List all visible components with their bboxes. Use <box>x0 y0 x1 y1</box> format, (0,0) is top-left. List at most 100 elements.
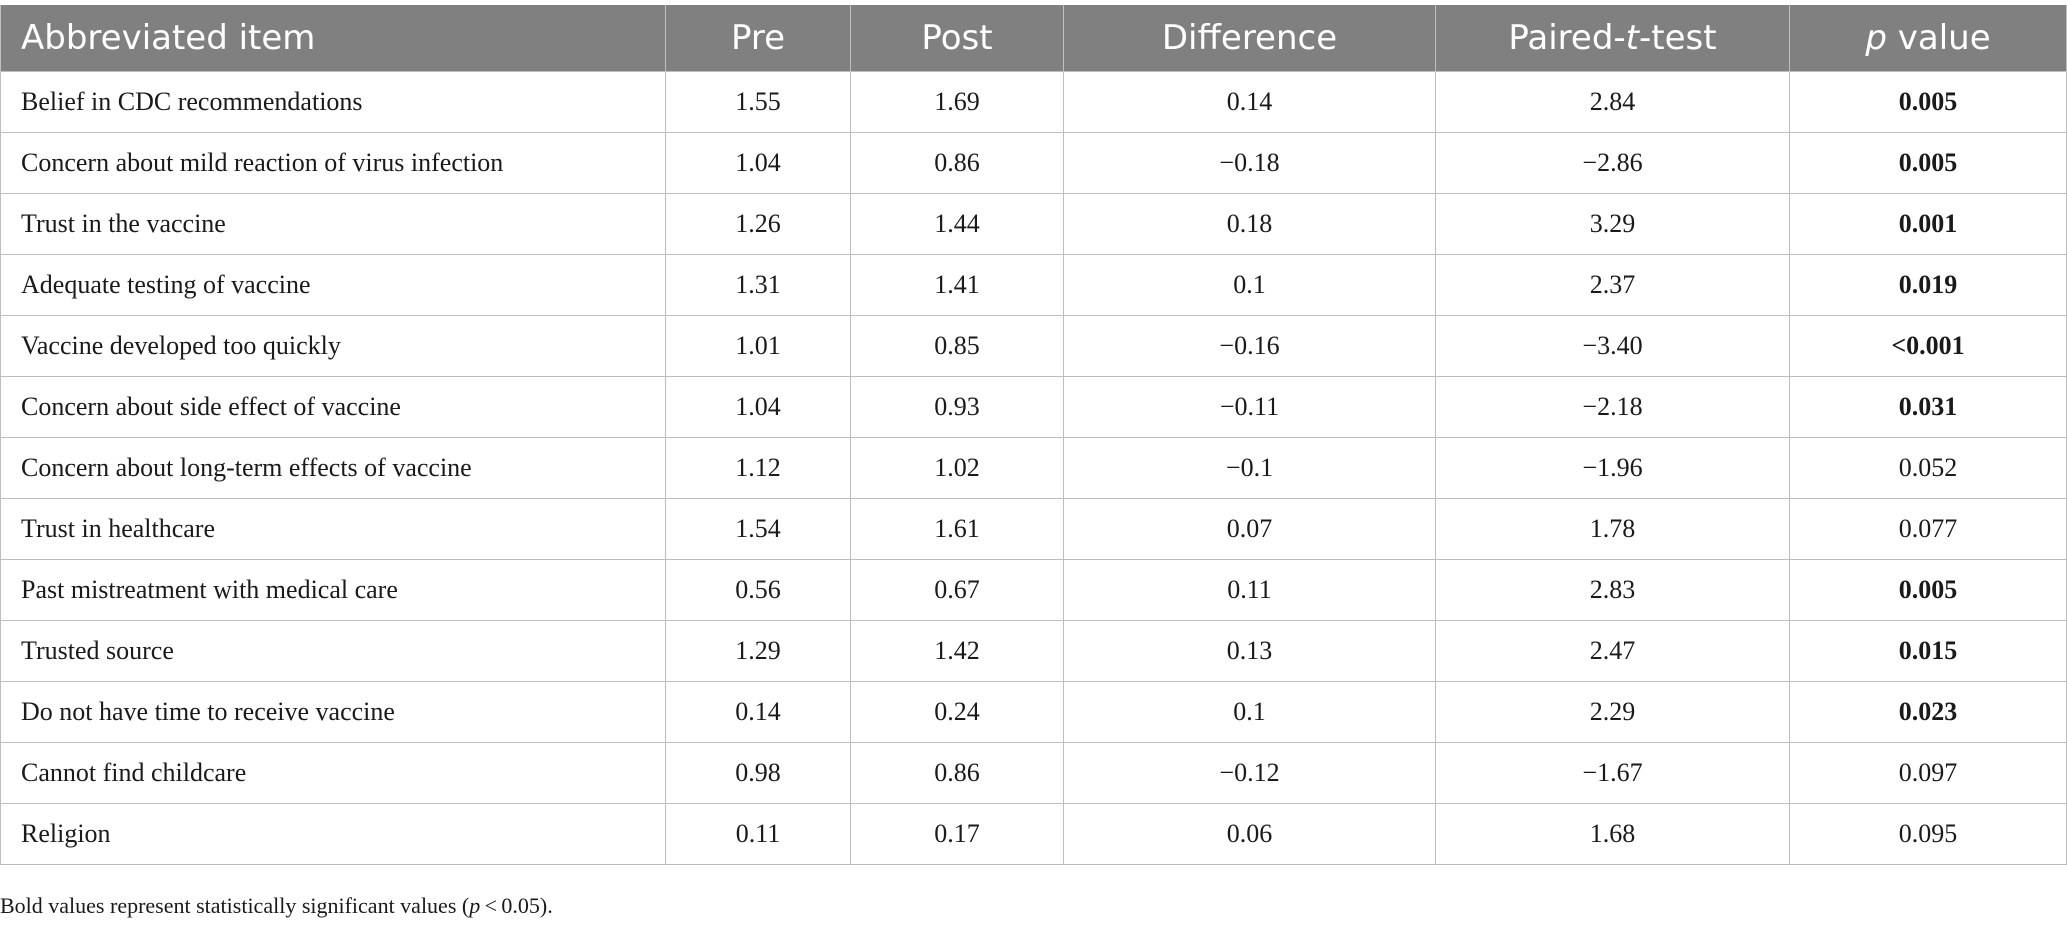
cell-abbreviated-item: Concern about mild reaction of virus inf… <box>0 132 666 194</box>
table-row: Religion 0.11 0.17 0.06 1.68 0.095 <box>0 803 2067 865</box>
cell-p-value: 0.005 <box>1789 71 2067 133</box>
header-p-value: p value <box>1789 5 2067 72</box>
cell-difference: 0.13 <box>1063 620 1436 682</box>
results-table: Abbreviated item Pre Post Difference Pai… <box>0 5 2067 865</box>
header-pre: Pre <box>665 5 851 72</box>
cell-pre: 1.54 <box>665 498 851 560</box>
cell-pre: 1.12 <box>665 437 851 499</box>
cell-abbreviated-item: Religion <box>0 803 666 865</box>
cell-paired-t-test: 2.83 <box>1435 559 1790 621</box>
cell-paired-t-test: −1.67 <box>1435 742 1790 804</box>
cell-post: 0.93 <box>850 376 1064 438</box>
cell-abbreviated-item: Trust in the vaccine <box>0 193 666 255</box>
cell-pre: 1.01 <box>665 315 851 377</box>
cell-abbreviated-item: Belief in CDC recommendations <box>0 71 666 133</box>
cell-abbreviated-item: Past mistreatment with medical care <box>0 559 666 621</box>
cell-p-value: 0.005 <box>1789 559 2067 621</box>
table-row: Past mistreatment with medical care 0.56 0… <box>0 559 2067 621</box>
cell-pre: 0.56 <box>665 559 851 621</box>
cell-pre: 1.04 <box>665 132 851 194</box>
cell-post: 0.86 <box>850 742 1064 804</box>
cell-difference: −0.16 <box>1063 315 1436 377</box>
table-row: Trust in healthcare 1.54 1.61 0.07 1.78 0.077 <box>0 498 2067 560</box>
cell-p-value: 0.095 <box>1789 803 2067 865</box>
cell-paired-t-test: 1.68 <box>1435 803 1790 865</box>
cell-abbreviated-item: Adequate testing of vaccine <box>0 254 666 316</box>
cell-difference: 0.1 <box>1063 681 1436 743</box>
cell-p-value: 0.023 <box>1789 681 2067 743</box>
header-difference: Difference <box>1063 5 1436 72</box>
header-row: Abbreviated item Pre Post Difference Pai… <box>0 5 2067 72</box>
table-row: Cannot find childcare 0.98 0.86 −0.12 −1.67 0… <box>0 742 2067 804</box>
table-row: Vaccine developed too quickly 1.01 0.85 −0.… <box>0 315 2067 377</box>
cell-p-value: 0.097 <box>1789 742 2067 804</box>
table-row: Do not have time to receive vaccine 0.14 0… <box>0 681 2067 743</box>
cell-difference: −0.11 <box>1063 376 1436 438</box>
table-row: Concern about side effect of vaccine 1.04… <box>0 376 2067 438</box>
cell-difference: 0.07 <box>1063 498 1436 560</box>
header-post: Post <box>850 5 1064 72</box>
cell-p-value: 0.019 <box>1789 254 2067 316</box>
cell-post: 1.41 <box>850 254 1064 316</box>
cell-difference: 0.11 <box>1063 559 1436 621</box>
cell-p-value: 0.001 <box>1789 193 2067 255</box>
cell-paired-t-test: 2.47 <box>1435 620 1790 682</box>
table-body: Belief in CDC recommendations 1.55 1.69 0.1… <box>0 71 2067 865</box>
cell-pre: 0.11 <box>665 803 851 865</box>
cell-p-value: 0.031 <box>1789 376 2067 438</box>
cell-paired-t-test: −3.40 <box>1435 315 1790 377</box>
cell-pre: 1.29 <box>665 620 851 682</box>
cell-post: 0.24 <box>850 681 1064 743</box>
table-row: Concern about mild reaction of virus inf… <box>0 132 2067 194</box>
cell-pre: 0.14 <box>665 681 851 743</box>
cell-difference: 0.18 <box>1063 193 1436 255</box>
cell-p-value: 0.052 <box>1789 437 2067 499</box>
cell-post: 0.67 <box>850 559 1064 621</box>
cell-abbreviated-item: Vaccine developed too quickly <box>0 315 666 377</box>
cell-abbreviated-item: Concern about side effect of vaccine <box>0 376 666 438</box>
cell-abbreviated-item: Trusted source <box>0 620 666 682</box>
cell-difference: 0.1 <box>1063 254 1436 316</box>
cell-post: 1.61 <box>850 498 1064 560</box>
cell-post: 0.17 <box>850 803 1064 865</box>
cell-p-value: 0.015 <box>1789 620 2067 682</box>
cell-post: 1.42 <box>850 620 1064 682</box>
cell-difference: −0.12 <box>1063 742 1436 804</box>
table-row: Belief in CDC recommendations 1.55 1.69 0.1… <box>0 71 2067 133</box>
table-row: Trust in the vaccine 1.26 1.44 0.18 3.29 0.00… <box>0 193 2067 255</box>
cell-difference: 0.06 <box>1063 803 1436 865</box>
cell-post: 0.85 <box>850 315 1064 377</box>
table-row: Trusted source 1.29 1.42 0.13 2.47 0.015 <box>0 620 2067 682</box>
cell-post: 0.86 <box>850 132 1064 194</box>
table-row: Adequate testing of vaccine 1.31 1.41 0.1 2.… <box>0 254 2067 316</box>
cell-pre: 1.26 <box>665 193 851 255</box>
cell-paired-t-test: 2.37 <box>1435 254 1790 316</box>
cell-difference: −0.18 <box>1063 132 1436 194</box>
cell-pre: 1.31 <box>665 254 851 316</box>
cell-post: 1.69 <box>850 71 1064 133</box>
cell-abbreviated-item: Concern about long-term effects of vacci… <box>0 437 666 499</box>
cell-abbreviated-item: Do not have time to receive vaccine <box>0 681 666 743</box>
cell-p-value: <0.001 <box>1789 315 2067 377</box>
cell-paired-t-test: −2.18 <box>1435 376 1790 438</box>
cell-post: 1.44 <box>850 193 1064 255</box>
cell-paired-t-test: 3.29 <box>1435 193 1790 255</box>
cell-paired-t-test: −2.86 <box>1435 132 1790 194</box>
cell-paired-t-test: 1.78 <box>1435 498 1790 560</box>
cell-difference: 0.14 <box>1063 71 1436 133</box>
header-abbreviated-item: Abbreviated item <box>0 5 666 72</box>
table-row: Concern about long-term effects of vacci… <box>0 437 2067 499</box>
cell-post: 1.02 <box>850 437 1064 499</box>
cell-p-value: 0.005 <box>1789 132 2067 194</box>
cell-pre: 0.98 <box>665 742 851 804</box>
table-footnote: Bold values represent statistically sign… <box>0 893 553 918</box>
cell-p-value: 0.077 <box>1789 498 2067 560</box>
header-paired-t-test: Paired-t-test <box>1435 5 1790 72</box>
cell-difference: −0.1 <box>1063 437 1436 499</box>
cell-paired-t-test: −1.96 <box>1435 437 1790 499</box>
cell-abbreviated-item: Trust in healthcare <box>0 498 666 560</box>
cell-pre: 1.55 <box>665 71 851 133</box>
cell-abbreviated-item: Cannot find childcare <box>0 742 666 804</box>
cell-paired-t-test: 2.29 <box>1435 681 1790 743</box>
cell-paired-t-test: 2.84 <box>1435 71 1790 133</box>
